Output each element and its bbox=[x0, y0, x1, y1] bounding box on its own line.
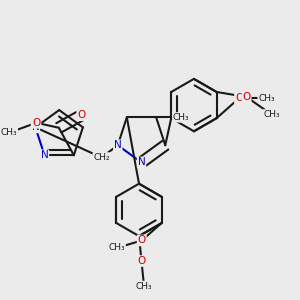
Text: CH₃: CH₃ bbox=[136, 281, 152, 290]
Text: CH₃: CH₃ bbox=[109, 243, 125, 252]
Text: N: N bbox=[40, 150, 48, 160]
Text: CH₃: CH₃ bbox=[1, 128, 17, 137]
Text: O: O bbox=[138, 236, 146, 245]
Text: O: O bbox=[32, 118, 40, 128]
Text: O: O bbox=[242, 92, 251, 102]
Text: CH₃: CH₃ bbox=[173, 113, 189, 122]
Text: CH₃: CH₃ bbox=[263, 110, 280, 119]
Text: N: N bbox=[114, 140, 122, 150]
Text: CH₂: CH₂ bbox=[93, 153, 110, 162]
Text: CH₃: CH₃ bbox=[258, 94, 275, 103]
Text: O: O bbox=[137, 256, 146, 266]
Text: N: N bbox=[32, 122, 39, 132]
Text: O: O bbox=[77, 110, 86, 120]
Text: O: O bbox=[235, 93, 243, 103]
Text: N: N bbox=[138, 158, 146, 167]
